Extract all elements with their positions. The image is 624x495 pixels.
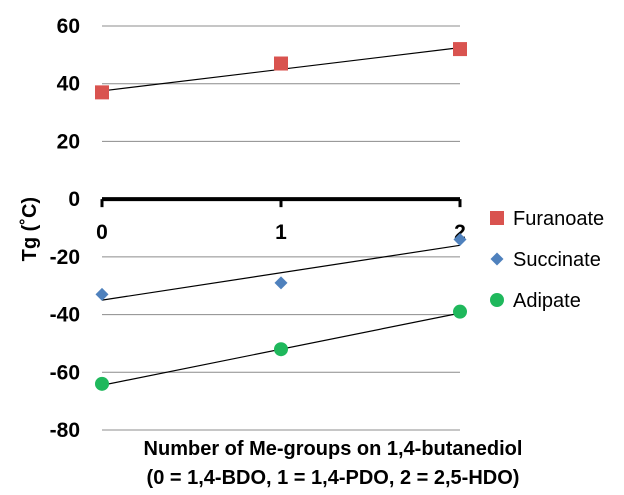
legend-label-furanoate: Furanoate [513,208,604,230]
legend-marker-furanoate [490,211,504,225]
data-point-adipate [453,304,467,319]
data-point-furanoate [274,56,288,71]
legend-label-succinate: Succinate [513,249,601,271]
x-axis-title-line-2: (0 = 1,4-BDO, 1 = 1,4-PDO, 2 = 2,5-HDO) [147,467,520,489]
legend: Furanoate Succinate Adipate [490,208,604,312]
data-point-furanoate [453,42,467,57]
y-tick-label: 20 [57,130,80,153]
data-point-adipate [274,342,288,357]
data-point-succinate [453,233,467,247]
legend-marker-adipate [490,293,504,307]
data-point-furanoate [95,85,109,100]
data-point-succinate [274,276,288,290]
x-tick-label: 0 [96,221,108,244]
legend-label-adipate: Adipate [513,290,581,312]
x-tick-label: 1 [275,221,287,244]
y-tick-label: -80 [50,419,80,442]
x-tick-label: 2 [454,221,466,244]
data-point-adipate [95,376,109,391]
y-axis-title: Tg (˚C) [18,197,41,261]
data-point-succinate [95,287,109,301]
y-tick-label: -60 [50,361,80,384]
y-tick-label: -40 [50,304,80,327]
legend-marker-succinate [490,252,504,266]
y-tick-labels: 60 40 20 0 -20 -40 -60 -80 [50,15,80,442]
y-tick-label: 40 [57,73,80,96]
data-points [95,42,467,391]
y-tick-label: 60 [57,15,80,38]
y-tick-label: 0 [68,188,80,211]
x-axis-title-line-1: Number of Me-groups on 1,4-butanediol [144,438,523,460]
x-tick-labels: 0 1 2 [96,199,466,244]
trendlines [101,47,461,386]
trendline-succinate [101,244,461,301]
y-tick-label: -20 [50,246,80,269]
